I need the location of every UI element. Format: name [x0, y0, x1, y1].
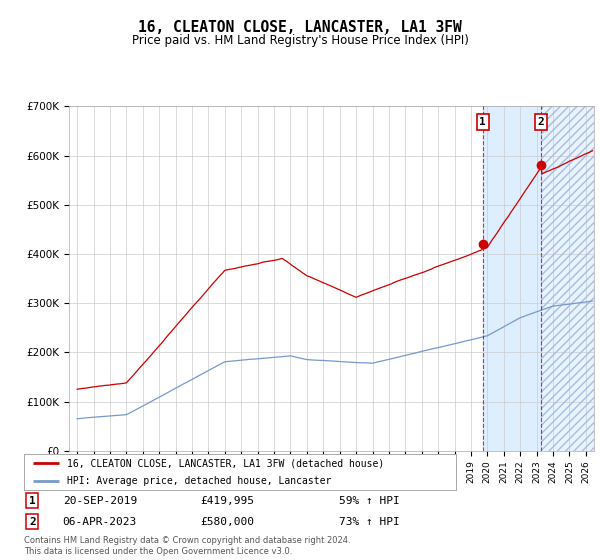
Text: £580,000: £580,000	[200, 516, 254, 526]
Text: £419,995: £419,995	[200, 496, 254, 506]
Text: 1: 1	[479, 117, 486, 127]
Text: Contains HM Land Registry data © Crown copyright and database right 2024.
This d: Contains HM Land Registry data © Crown c…	[24, 536, 350, 556]
Bar	[541, 106, 594, 451]
Text: 1: 1	[29, 496, 35, 506]
Text: Price paid vs. HM Land Registry's House Price Index (HPI): Price paid vs. HM Land Registry's House …	[131, 34, 469, 46]
Text: 59% ↑ HPI: 59% ↑ HPI	[338, 496, 400, 506]
Text: 2: 2	[538, 117, 544, 127]
Text: 06-APR-2023: 06-APR-2023	[62, 516, 137, 526]
Text: 20-SEP-2019: 20-SEP-2019	[62, 496, 137, 506]
Text: 16, CLEATON CLOSE, LANCASTER, LA1 3FW: 16, CLEATON CLOSE, LANCASTER, LA1 3FW	[138, 20, 462, 35]
Text: 16, CLEATON CLOSE, LANCASTER, LA1 3FW (detached house): 16, CLEATON CLOSE, LANCASTER, LA1 3FW (d…	[67, 459, 385, 468]
Bar	[541, 106, 594, 451]
Text: HPI: Average price, detached house, Lancaster: HPI: Average price, detached house, Lanc…	[67, 476, 332, 486]
Text: 2: 2	[29, 516, 35, 526]
Bar	[483, 106, 541, 451]
Text: 73% ↑ HPI: 73% ↑ HPI	[338, 516, 400, 526]
